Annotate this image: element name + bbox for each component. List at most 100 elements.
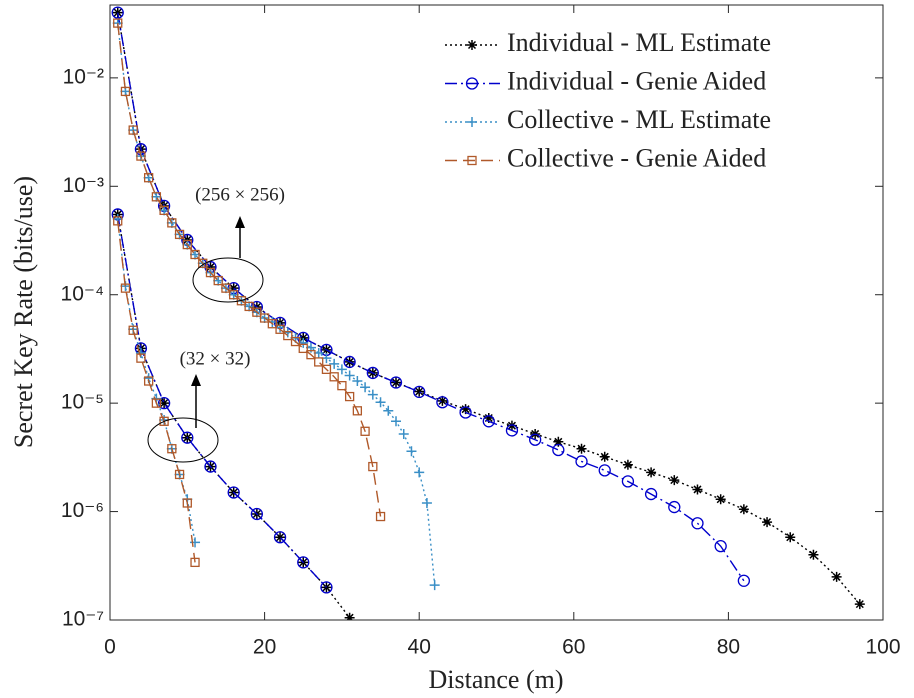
marker-star [622,459,633,470]
marker-circle [366,366,379,380]
marker-circle [250,507,264,521]
marker-square [167,218,177,228]
marker-plus [367,389,378,400]
annotation: (32 × 32) [180,348,251,369]
marker-circle [482,415,495,428]
marker-plus [159,205,170,216]
marker-circle [181,431,194,444]
marker-plus [143,172,154,183]
annotation-arrowhead [235,216,245,228]
marker-star [738,504,749,515]
marker-circle [204,460,217,473]
marker-square [344,391,355,402]
x-tick-label: 20 [253,636,276,659]
marker-square [143,376,154,386]
marker-square [298,343,308,354]
annotation-ellipse [147,417,219,463]
marker-circle [273,531,287,544]
marker-circle [737,574,751,587]
legend: Individual - ML Estimate Individual - Gen… [445,28,771,172]
marker-star [646,467,657,478]
plot-frame [109,4,884,621]
marker-plus [344,370,355,381]
marker-plus [151,191,162,202]
marker-square [329,372,339,382]
marker-square [136,151,146,161]
marker-star [762,517,773,528]
marker-circle [668,500,681,514]
marker-circle [598,464,611,477]
marker-star [414,386,425,397]
marker-square [360,426,370,436]
marker-square [182,239,192,250]
marker-star [506,420,517,431]
marker-plus [406,446,417,457]
marker-circle [413,385,426,399]
marker-square [120,86,131,97]
legend-label: Collective - Genie Aided [507,143,766,172]
marker-circle [714,539,727,553]
marker-plus [391,416,402,427]
legend-label: Individual - ML Estimate [507,28,771,57]
marker-star [483,412,494,423]
marker-square [337,381,347,391]
y-tick-label: 10⁻⁶ [61,499,104,522]
marker-star [576,443,587,454]
y-tick-label: 10⁻⁴ [61,282,104,305]
marker-star [692,484,703,495]
marker-circle [343,355,356,369]
marker-plus [190,537,201,548]
plot-area [110,5,883,620]
marker-star [437,395,448,406]
marker-square [113,18,123,28]
axis-layer: 0 20 40 60 80 100 10⁻⁷ 10⁻⁶ 10⁻⁵ 10⁻⁴ 10⁻³ 10⁻² [61,5,901,659]
marker-square [252,307,262,317]
marker-star [460,404,471,415]
marker-star [669,475,680,486]
marker-square [151,398,162,408]
annotation-ellipse [192,257,264,303]
marker-square [375,511,386,522]
marker-square [128,325,138,335]
marker-star [785,532,796,543]
marker-square [205,267,216,278]
marker-circle [389,376,403,389]
marker-star [715,494,726,505]
x-tick-label: 40 [408,636,431,659]
annotation-arrowhead [191,374,201,386]
marker-circle [111,6,124,19]
marker-square [174,469,185,480]
y-tick-label: 10⁻⁵ [61,391,104,414]
y-tick-label: 10⁻² [63,65,104,88]
y-tick-label: 10⁻³ [63,174,104,197]
marker-square [182,498,192,508]
marker-star [553,436,564,447]
marker-circle [691,517,704,530]
marker-square [190,557,200,568]
marker-square [314,357,324,367]
marker-square [368,461,378,472]
marker-square [267,319,277,329]
marker-square [120,283,131,293]
marker-star [854,599,865,610]
x-tick-label: 100 [865,636,900,659]
marker-square [159,205,169,216]
marker-square [143,173,154,183]
marker-circle [157,396,171,410]
marker-circle [505,424,519,437]
x-tick-label: 0 [104,636,116,659]
marker-circle [529,433,542,446]
x-tick-label: 60 [562,636,585,659]
marker-circle [459,406,472,419]
marker-plus [383,405,394,416]
marker-circle [575,455,588,468]
marker-plus [244,301,255,312]
marker-star [467,40,477,50]
marker-star [275,532,286,543]
marker-plus [329,358,340,369]
marker-square [306,350,316,360]
marker-plus [352,376,363,387]
marker-square [213,275,223,286]
x-axis-label: Distance (m) [428,665,563,694]
marker-plus [375,397,386,408]
